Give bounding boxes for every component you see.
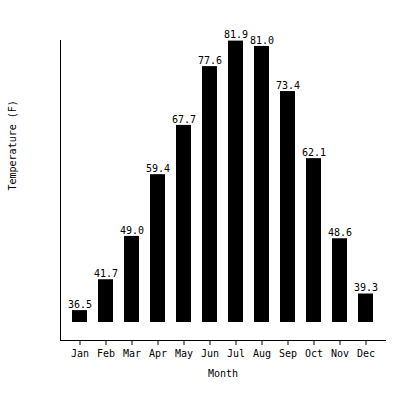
svg-text:Apr: Apr bbox=[149, 348, 167, 359]
svg-text:59.4: 59.4 bbox=[146, 163, 170, 174]
svg-text:Jul: Jul bbox=[227, 348, 245, 359]
svg-text:Temperature (F): Temperature (F) bbox=[7, 100, 18, 190]
svg-text:73.4: 73.4 bbox=[276, 80, 300, 91]
svg-text:48.6: 48.6 bbox=[328, 227, 352, 238]
svg-text:Dec: Dec bbox=[357, 348, 375, 359]
svg-text:77.6: 77.6 bbox=[198, 55, 222, 66]
svg-text:Jun: Jun bbox=[201, 348, 219, 359]
svg-text:36.5: 36.5 bbox=[68, 299, 92, 310]
svg-text:81.9: 81.9 bbox=[224, 29, 248, 40]
svg-text:Mar: Mar bbox=[123, 348, 141, 359]
svg-text:Nov: Nov bbox=[331, 348, 349, 359]
svg-text:Jan: Jan bbox=[71, 348, 89, 359]
svg-text:Oct: Oct bbox=[305, 348, 323, 359]
svg-text:Aug: Aug bbox=[253, 348, 271, 359]
svg-text:81.0: 81.0 bbox=[250, 35, 274, 46]
svg-text:Feb: Feb bbox=[97, 348, 115, 359]
svg-text:Sep: Sep bbox=[279, 348, 297, 359]
svg-text:39.3: 39.3 bbox=[354, 282, 378, 293]
svg-text:49.0: 49.0 bbox=[120, 225, 144, 236]
svg-text:41.7: 41.7 bbox=[94, 268, 118, 279]
svg-text:May: May bbox=[175, 348, 193, 359]
svg-text:62.1: 62.1 bbox=[302, 147, 326, 158]
svg-text:67.7: 67.7 bbox=[172, 114, 196, 125]
svg-text:Month: Month bbox=[208, 368, 238, 379]
